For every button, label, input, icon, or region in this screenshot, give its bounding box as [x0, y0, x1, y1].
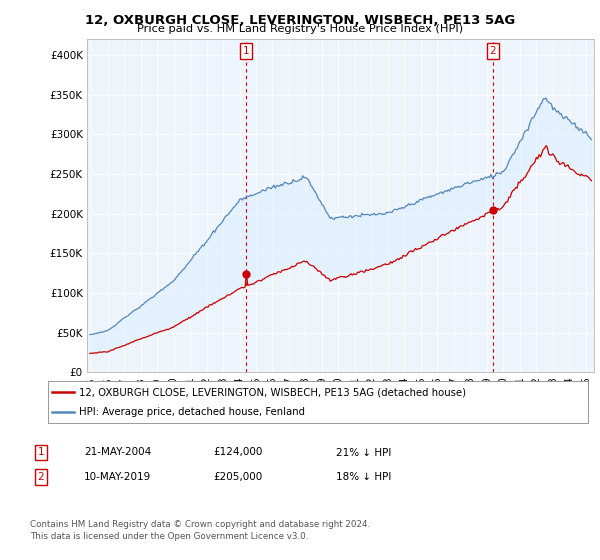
Text: 1: 1 [37, 447, 44, 458]
Text: 12, OXBURGH CLOSE, LEVERINGTON, WISBECH, PE13 5AG (detached house): 12, OXBURGH CLOSE, LEVERINGTON, WISBECH,… [79, 387, 466, 397]
Text: Contains HM Land Registry data © Crown copyright and database right 2024.
This d: Contains HM Land Registry data © Crown c… [30, 520, 370, 541]
Text: £205,000: £205,000 [213, 472, 262, 482]
Text: £124,000: £124,000 [213, 447, 262, 458]
Text: 1: 1 [242, 46, 249, 56]
Text: 18% ↓ HPI: 18% ↓ HPI [336, 472, 391, 482]
Text: 21-MAY-2004: 21-MAY-2004 [84, 447, 151, 458]
Text: 10-MAY-2019: 10-MAY-2019 [84, 472, 151, 482]
Text: 2: 2 [490, 46, 496, 56]
Text: 12, OXBURGH CLOSE, LEVERINGTON, WISBECH, PE13 5AG: 12, OXBURGH CLOSE, LEVERINGTON, WISBECH,… [85, 14, 515, 27]
Text: HPI: Average price, detached house, Fenland: HPI: Average price, detached house, Fenl… [79, 407, 305, 417]
Text: Price paid vs. HM Land Registry's House Price Index (HPI): Price paid vs. HM Land Registry's House … [137, 24, 463, 34]
Text: 2: 2 [37, 472, 44, 482]
Text: 21% ↓ HPI: 21% ↓ HPI [336, 447, 391, 458]
